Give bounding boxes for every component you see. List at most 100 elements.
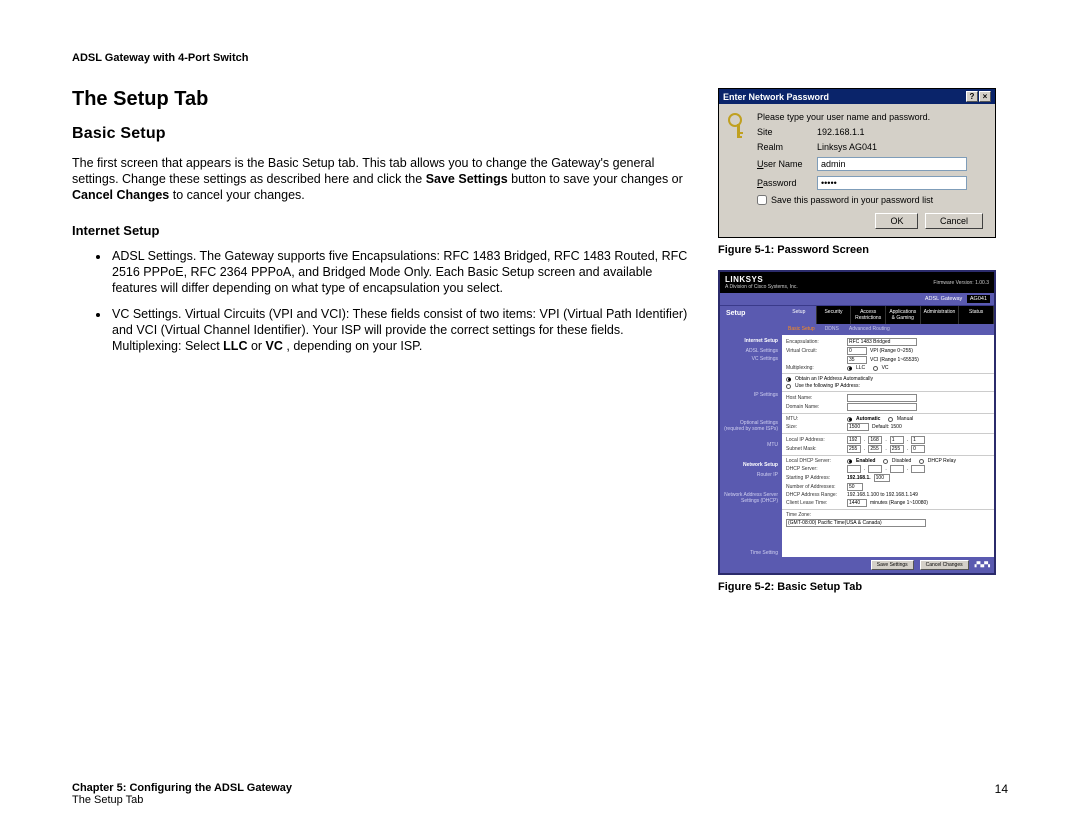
ldhcp-label: Local DHCP Server: [786,458,844,464]
page-title: The Setup Tab [72,88,694,111]
side-adsl: ADSL Settings [720,347,778,355]
vc-bold: VC [266,339,283,353]
encap-select[interactable]: RFC 1483 Bridged [847,338,917,346]
host-label: Host Name: [786,395,844,401]
mtu-auto-radio[interactable] [847,417,852,422]
close-icon[interactable]: × [979,91,991,102]
size-default: Default: 1500 [872,424,902,430]
mask-1[interactable]: 255 [847,445,861,453]
save-password-row: Save this password in your password list [757,195,987,205]
tab-status[interactable]: Status [959,306,994,324]
numaddr-label: Number of Addresses: [786,484,844,490]
vci-input[interactable]: 35 [847,356,867,364]
product-header: ADSL Gateway with 4-Port Switch [72,52,694,64]
subtab-routing[interactable]: Advanced Routing [849,326,890,332]
mask-label: Subnet Mask: [786,446,844,452]
subtab-ddns[interactable]: DDNS [825,326,839,332]
ip-octet-3[interactable]: 1 [890,436,904,444]
save-password-checkbox[interactable] [757,195,767,205]
subtab-basic[interactable]: Basic Setup [788,326,815,332]
mask-2[interactable]: 255 [868,445,882,453]
prompt-row: Please type your user name and password. [757,112,987,122]
tab-setup[interactable]: Setup [782,306,817,324]
mtu-manual-radio[interactable] [888,417,893,422]
lease-input[interactable]: 1440 [847,499,867,507]
dhcp-enabled-label: Enabled [856,458,875,464]
side-labels: Internet Setup ADSL Settings VC Settings… [720,335,782,557]
linksys-logo: LINKSYS [725,275,798,284]
sub-tab-row: Basic Setup DDNS Advanced Routing [720,324,994,335]
ip-octet-4[interactable]: 1 [911,436,925,444]
dhcp-relay-radio[interactable] [919,459,924,464]
dhcp-disabled-radio[interactable] [883,459,888,464]
dhcps-4[interactable] [911,465,925,473]
tab-security[interactable]: Security [817,306,852,324]
save-password-label: Save this password in your password list [771,195,933,205]
realm-value: Linksys AG041 [817,142,877,152]
bullet-adsl: ADSL Settings. The Gateway supports five… [110,248,694,296]
cancel-button[interactable]: Cancel [925,213,983,229]
help-icon[interactable]: ? [966,91,978,102]
dialog-title: Enter Network Password [723,92,829,102]
mask-3[interactable]: 255 [890,445,904,453]
dhcps-label: DHCP Server: [786,466,844,472]
dhcps-2[interactable] [868,465,882,473]
realm-label: Realm [757,142,817,152]
ip-octet-1[interactable]: 192 [847,436,861,444]
startip-prefix: 192.168.1. [847,475,871,481]
vpi-label: Virtual Circuit: [786,348,844,354]
cancel-changes-button[interactable]: Cancel Changes [920,560,969,570]
domain-input[interactable] [847,403,917,411]
dhcp-disabled-label: Disabled [892,458,911,464]
figure-1-caption: Figure 5-1: Password Screen [718,244,1008,256]
page-footer: Chapter 5: Configuring the ADSL Gateway … [72,782,1008,806]
intro-text-3: to cancel your changes. [169,188,305,202]
llc-radio[interactable] [847,366,852,371]
ip-octet-2[interactable]: 168 [868,436,882,444]
ok-button[interactable]: OK [875,213,918,229]
password-label: Password [757,178,817,188]
prompt-text: Please type your user name and password. [757,112,930,122]
vci-range: VCI (Range 1~65535) [870,357,919,363]
vc-radio[interactable] [873,366,878,371]
tab-admin[interactable]: Administration [921,306,960,324]
section-basic-setup: Basic Setup [72,125,694,143]
username-row: User Name [757,157,987,171]
mux-label: Multiplexing: [786,365,844,371]
username-input[interactable] [817,157,967,171]
password-input[interactable] [817,176,967,190]
tab-access[interactable]: Access Restrictions [851,306,886,324]
lease-label: Client Lease Time: [786,500,844,506]
site-value: 192.168.1.1 [817,127,865,137]
encap-label: Encapsulation: [786,339,844,345]
save-settings-button[interactable]: Save Settings [871,560,914,570]
linksys-body: Internet Setup ADSL Settings VC Settings… [720,335,994,557]
dhcps-1[interactable] [847,465,861,473]
tz-select[interactable]: (GMT-08:00) Pacific Time(USA & Canada) [786,519,926,527]
host-input[interactable] [847,394,917,402]
dhcp-enabled-radio[interactable] [847,459,852,464]
dhcps-3[interactable] [890,465,904,473]
numaddr-input[interactable]: 50 [847,483,863,491]
vpi-input[interactable]: 0 [847,347,867,355]
range-label: DHCP Address Range: [786,492,844,498]
size-input[interactable]: 1500 [847,423,869,431]
startip-input[interactable]: 100 [874,474,890,482]
vpi-range: VPI (Range 0~255) [870,348,913,354]
domain-label: Domain Name: [786,404,844,410]
lease-range: minutes (Range 1~10080) [870,500,928,506]
use-ip-radio[interactable] [786,384,791,389]
dialog-titlebar: Enter Network Password ?× [719,89,995,104]
intro-paragraph: The first screen that appears is the Bas… [72,155,694,203]
password-row: Password [757,176,987,190]
vc-label: VC [882,365,889,371]
side-time: Time Setting [720,549,778,557]
mask-4[interactable]: 0 [911,445,925,453]
obtain-ip-radio[interactable] [786,377,791,382]
site-label: Site [757,127,817,137]
firmware-version: Firmware Version: 1.00.3 [933,280,989,286]
tab-apps[interactable]: Applications & Gaming [886,306,921,324]
username-label: User Name [757,159,817,169]
footer-chapter: Chapter 5: Configuring the ADSL Gateway [72,782,292,794]
footer-tab: The Setup Tab [72,794,292,806]
